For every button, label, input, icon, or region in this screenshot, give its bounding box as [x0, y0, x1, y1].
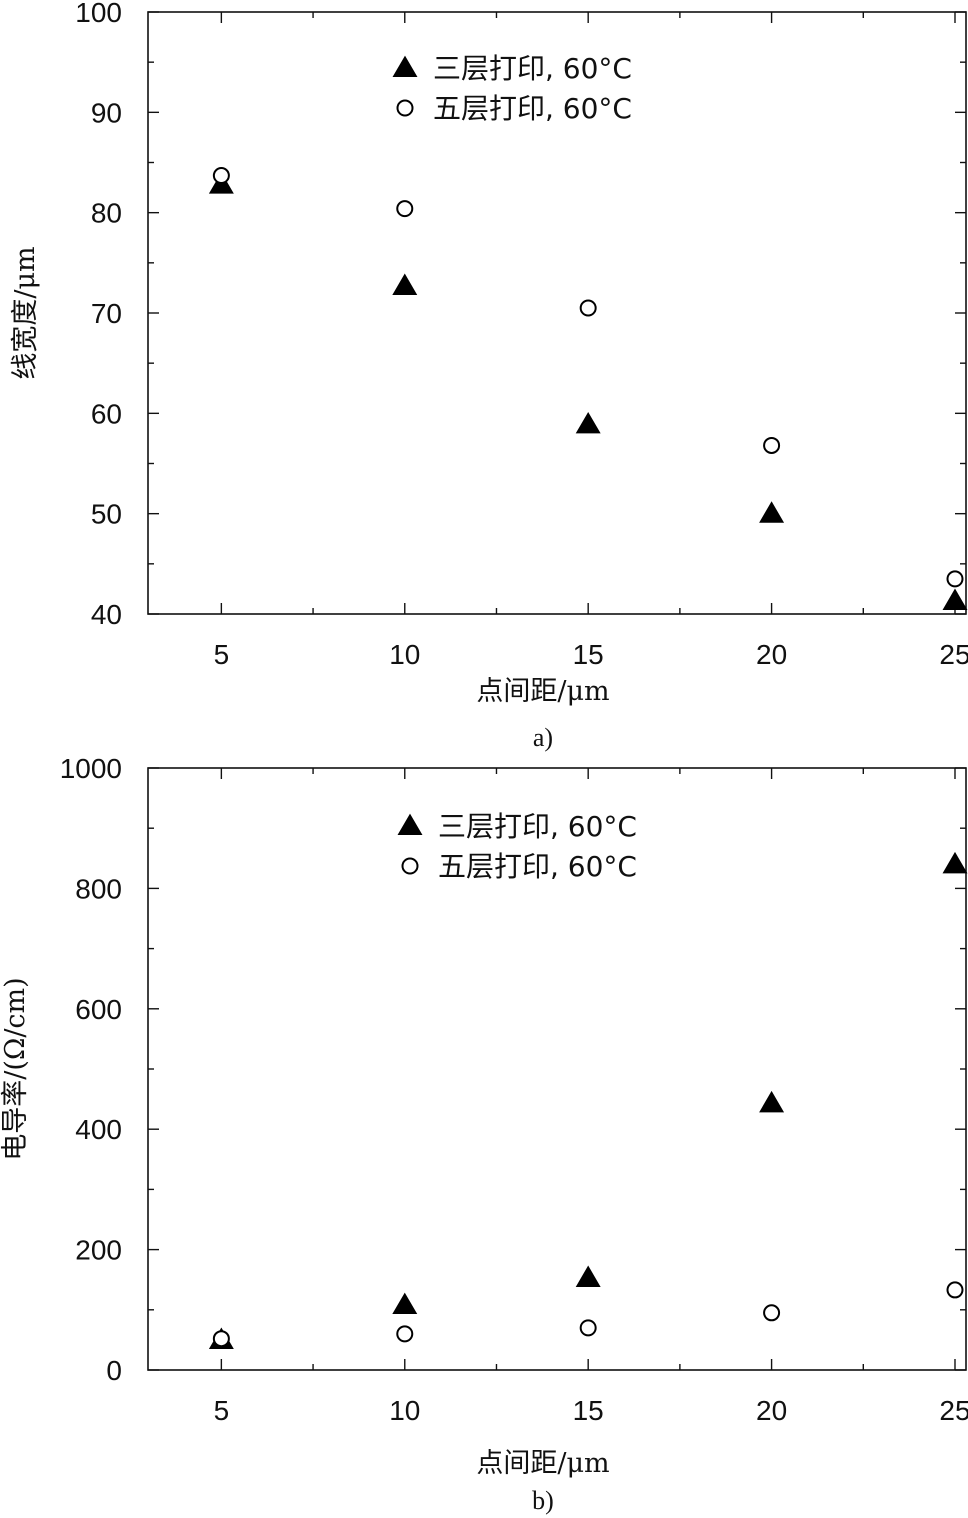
legend-marker-circle	[401, 857, 419, 875]
legend-label: 三层打印, 60°C	[433, 52, 632, 85]
legend-marker-circle	[396, 99, 414, 117]
data-point-circle	[763, 1304, 781, 1322]
data-point-circle	[579, 1319, 597, 1337]
data-point-circle	[212, 167, 230, 185]
legend-marker-triangle	[397, 813, 423, 836]
data-point-triangle	[392, 1292, 418, 1315]
y-tick-label: 400	[75, 1114, 122, 1145]
panel-caption: b)	[532, 1486, 554, 1515]
data-point-circle	[396, 1325, 414, 1343]
y-tick-label: 40	[91, 599, 122, 630]
x-axis-title: 点间距/μm	[476, 1448, 609, 1479]
data-point-triangle	[392, 273, 418, 295]
y-axis-title: 电导率/(Ω/cm)	[0, 977, 31, 1160]
y-tick-label: 90	[91, 97, 122, 128]
data-point-triangle	[759, 1090, 785, 1113]
panel-a: 5 10 15 20 25 40 50 60 70 80 90 100 点间距/μm 线宽度/μm a) 三层…	[10, 0, 968, 752]
data-point-circle	[763, 436, 781, 454]
data-point-circle	[946, 1281, 964, 1299]
y-tick-label: 0	[106, 1355, 122, 1386]
y-tick-label: 800	[75, 873, 122, 904]
data-point-circle	[396, 200, 414, 218]
panel-b: 5 10 15 20 25 0 200 400 600 800 1000 点间距/μm 电导率/(Ω/c…	[0, 753, 968, 1515]
legend-label: 五层打印, 60°C	[433, 92, 632, 125]
legend-marker-triangle	[392, 55, 418, 78]
data-point-triangle	[575, 411, 601, 434]
panel-caption: a)	[533, 723, 553, 752]
data-point-circle	[946, 570, 964, 588]
data-point-triangle	[575, 1265, 601, 1287]
y-tick-label: 1000	[60, 753, 122, 784]
y-axis-title: 线宽度/μm	[10, 246, 41, 379]
legend-label: 五层打印, 60°C	[438, 850, 637, 883]
y-tick-label: 200	[75, 1235, 122, 1266]
x-tick-label: 20	[756, 1395, 787, 1426]
x-tick-label: 15	[573, 639, 604, 670]
legend-label: 三层打印, 60°C	[438, 810, 637, 843]
y-tick-label: 100	[75, 0, 122, 28]
data-point-triangle	[759, 501, 785, 523]
y-tick-label: 60	[91, 398, 122, 429]
x-tick-label: 5	[214, 1395, 230, 1426]
y-tick-label: 70	[91, 298, 122, 329]
x-tick-label: 5	[214, 639, 230, 670]
x-axis-title: 点间距/μm	[476, 676, 609, 707]
data-point-triangle	[942, 588, 968, 611]
data-point-triangle	[942, 851, 968, 874]
y-tick-label: 600	[75, 994, 122, 1025]
x-tick-label: 20	[756, 639, 787, 670]
data-point-circle	[579, 299, 597, 317]
y-tick-label: 50	[91, 499, 122, 530]
y-tick-label: 80	[91, 198, 122, 229]
data-point-circle	[212, 1330, 230, 1348]
x-tick-label: 10	[389, 639, 420, 670]
x-tick-label: 10	[389, 1395, 420, 1426]
x-tick-label: 25	[939, 1395, 968, 1426]
x-tick-label: 15	[573, 1395, 604, 1426]
x-tick-label: 25	[939, 639, 968, 670]
